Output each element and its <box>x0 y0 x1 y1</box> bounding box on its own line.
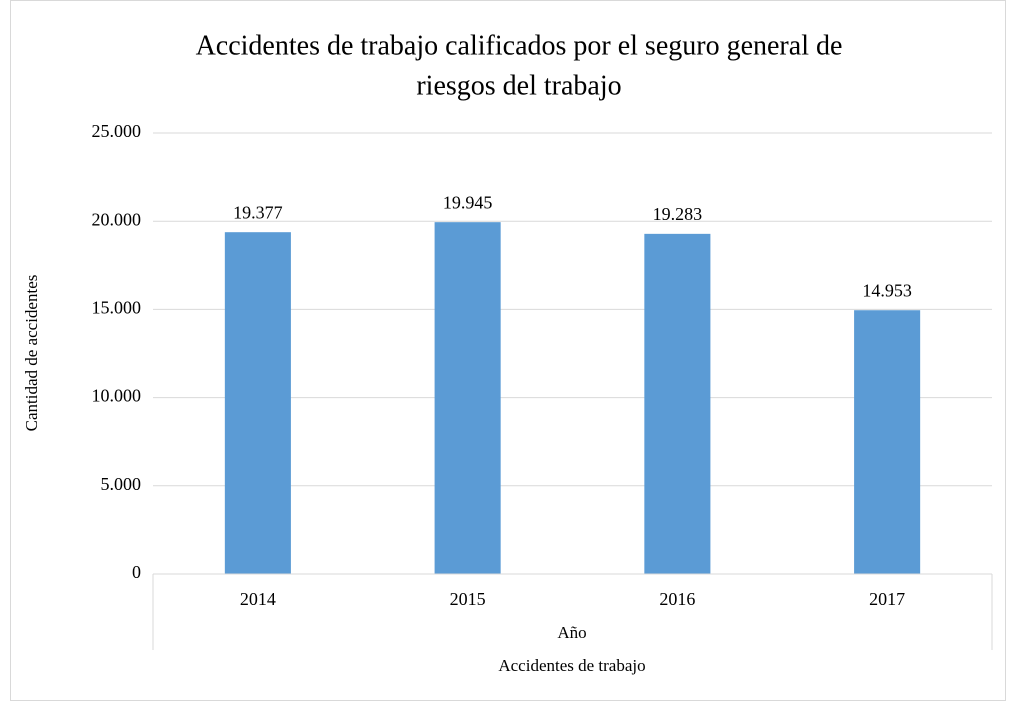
x-tick-label: 2014 <box>240 589 276 609</box>
data-label: 19.283 <box>653 204 703 224</box>
y-tick-label: 10.000 <box>92 386 142 406</box>
y-tick-label: 15.000 <box>92 298 142 318</box>
data-label: 19.945 <box>443 192 493 212</box>
data-label: 19.377 <box>233 202 283 222</box>
data-label: 14.953 <box>862 280 912 300</box>
x-tick-label: 2016 <box>659 589 695 609</box>
y-tick-label: 0 <box>132 562 141 582</box>
bar <box>644 233 711 574</box>
y-tick-label: 25.000 <box>92 121 142 141</box>
x-axis-label: Año <box>557 623 586 642</box>
chart-border <box>10 0 1006 701</box>
bar <box>224 232 291 575</box>
y-tick-label: 5.000 <box>101 474 142 494</box>
y-axis-label: Cantidad de accidentes <box>22 275 41 432</box>
chart-title: riesgos del trabajo <box>416 70 621 101</box>
x-tick-label: 2015 <box>450 589 486 609</box>
bar <box>854 310 921 574</box>
bar <box>434 222 501 574</box>
y-tick-label: 20.000 <box>92 209 142 229</box>
series-label: Accidentes de trabajo <box>498 656 645 675</box>
x-tick-label: 2017 <box>869 589 905 609</box>
chart-title: Accidentes de trabajo calificados por el… <box>196 30 843 61</box>
